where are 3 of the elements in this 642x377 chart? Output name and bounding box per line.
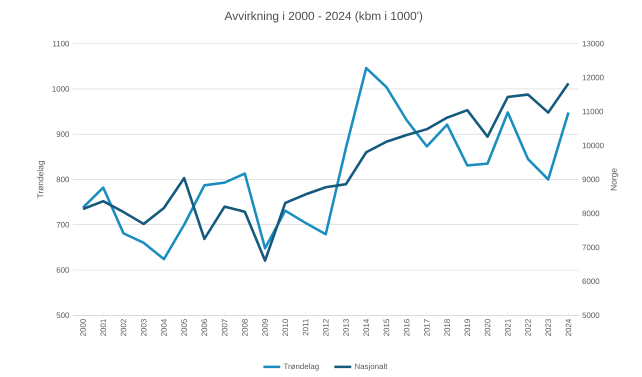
- chart-title: Avvirkning i 2000 - 2024 (kbm i 1000'): [224, 12, 422, 23]
- y-axis-title: Trøndelag: [37, 161, 46, 198]
- y2-axis-title: Norge: [610, 168, 618, 190]
